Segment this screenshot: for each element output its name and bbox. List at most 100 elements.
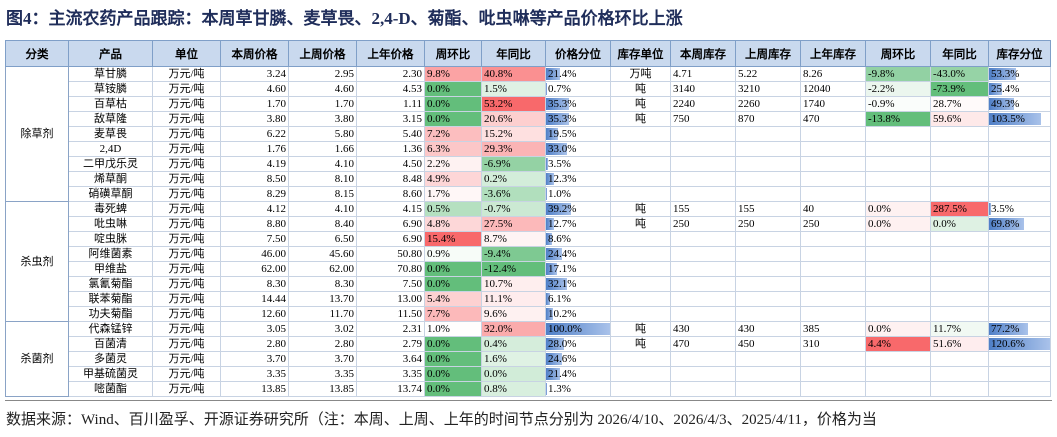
cell: 5.80 [288,126,357,142]
cell: 甲基硫菌灵 [68,366,153,382]
column-header: 库存单位 [610,40,671,67]
cell: 吡虫啉 [68,216,153,232]
cell: 0.0% [865,321,931,337]
cell: 8.7% [481,231,546,247]
empty-cell [610,366,671,382]
cell: 4.12 [220,201,289,217]
cell: 0.0% [930,216,989,232]
cell: 10.7% [481,276,546,292]
table-row: 二甲戊乐灵 万元/吨 4.19 4.10 4.50 2.2% -6.9% 3.5% [6,156,1051,172]
empty-cell [930,246,989,262]
cell: -0.9% [865,96,931,112]
cell: 1.6% [481,351,546,367]
empty-cell [988,291,1051,307]
cell: 1.11 [356,96,425,112]
column-header: 分类 [5,40,69,67]
cell: 53.2% [481,96,546,112]
empty-cell [865,276,931,292]
cell: 3.80 [288,111,357,127]
cell: 77.2% [988,321,1051,337]
empty-cell [670,156,736,172]
cell: 6.90 [356,216,425,232]
empty-cell [610,186,671,202]
cell: 62.00 [288,261,357,277]
cell: 430 [735,321,801,337]
cell: 硝磺草酮 [68,186,153,202]
cell: 51.6% [930,336,989,352]
cell: 0.0% [481,366,546,382]
empty-cell [610,126,671,142]
percentile-bar [546,368,560,380]
cell: 2260 [735,96,801,112]
column-header: 上年价格 [356,40,425,67]
empty-cell [930,276,989,292]
cell: 450 [735,336,801,352]
cell: 25.4% [988,81,1051,97]
empty-cell [610,291,671,307]
cell: 8.40 [288,216,357,232]
cell: 11.50 [356,306,425,322]
cell: 百菌清 [68,336,153,352]
cell: 69.8% [988,216,1051,232]
empty-cell [930,306,989,322]
cell: 29.3% [481,141,546,157]
empty-cell [865,291,931,307]
cell: 阿维菌素 [68,246,153,262]
cell: 4.71 [670,66,736,82]
cell: 49.3% [988,96,1051,112]
cell: 3.35 [220,366,289,382]
percentile-bar [546,248,562,260]
cell: 155 [735,201,801,217]
cell: 万元/吨 [152,126,221,142]
cell: 5.4% [424,291,482,307]
percentile-bar [546,218,555,230]
cell: 40.8% [481,66,546,82]
empty-cell [988,366,1051,382]
cell: 0.0% [865,201,931,217]
cell: 3.05 [220,321,289,337]
table-row: 啶虫脒 万元/吨 7.50 6.50 6.90 15.4% 8.7% 8.6% [6,231,1051,247]
column-header: 周环比 [424,40,482,67]
percentile-bar [546,173,554,185]
cell: 28.7% [930,96,989,112]
cell: 8.26 [800,66,866,82]
cell: 470 [670,336,736,352]
cell: 0.0% [424,111,482,127]
column-header: 本周库存 [670,40,736,67]
cell: 9.8% [424,66,482,82]
cell: 草甘膦 [68,66,153,82]
cell: 9.6% [481,306,546,322]
empty-cell [930,261,989,277]
cell: 万元/吨 [152,336,221,352]
percentile-bar [546,338,564,350]
empty-cell [610,171,671,187]
empty-cell [735,291,801,307]
cell: 万元/吨 [152,186,221,202]
cell: 2.95 [288,66,357,82]
cell: 12.60 [220,306,289,322]
cell: 6.3% [424,141,482,157]
category-cell: 除草剂 [5,66,69,202]
cell: 吨 [610,336,671,352]
cell: 8.10 [288,171,357,187]
percentile-bar [989,218,1025,230]
empty-cell [735,246,801,262]
table-row: 草铵膦 万元/吨 4.60 4.60 4.53 0.0% 1.5% 0.7% 吨 3140 3210… [6,81,1051,97]
divider [5,400,1052,401]
cell: 6.50 [288,231,357,247]
empty-cell [800,366,866,382]
cell: 0.0% [424,381,482,397]
empty-cell [670,291,736,307]
cell: 1.0% [545,186,611,202]
empty-cell [735,351,801,367]
empty-cell [735,141,801,157]
empty-cell [865,381,931,397]
empty-cell [865,141,931,157]
cell: 万元/吨 [152,276,221,292]
empty-cell [735,381,801,397]
cell: 7.50 [356,276,425,292]
cell: 39.2% [545,201,611,217]
percentile-bar [989,83,1002,95]
cell: 250 [670,216,736,232]
percentile-bar [546,188,547,200]
